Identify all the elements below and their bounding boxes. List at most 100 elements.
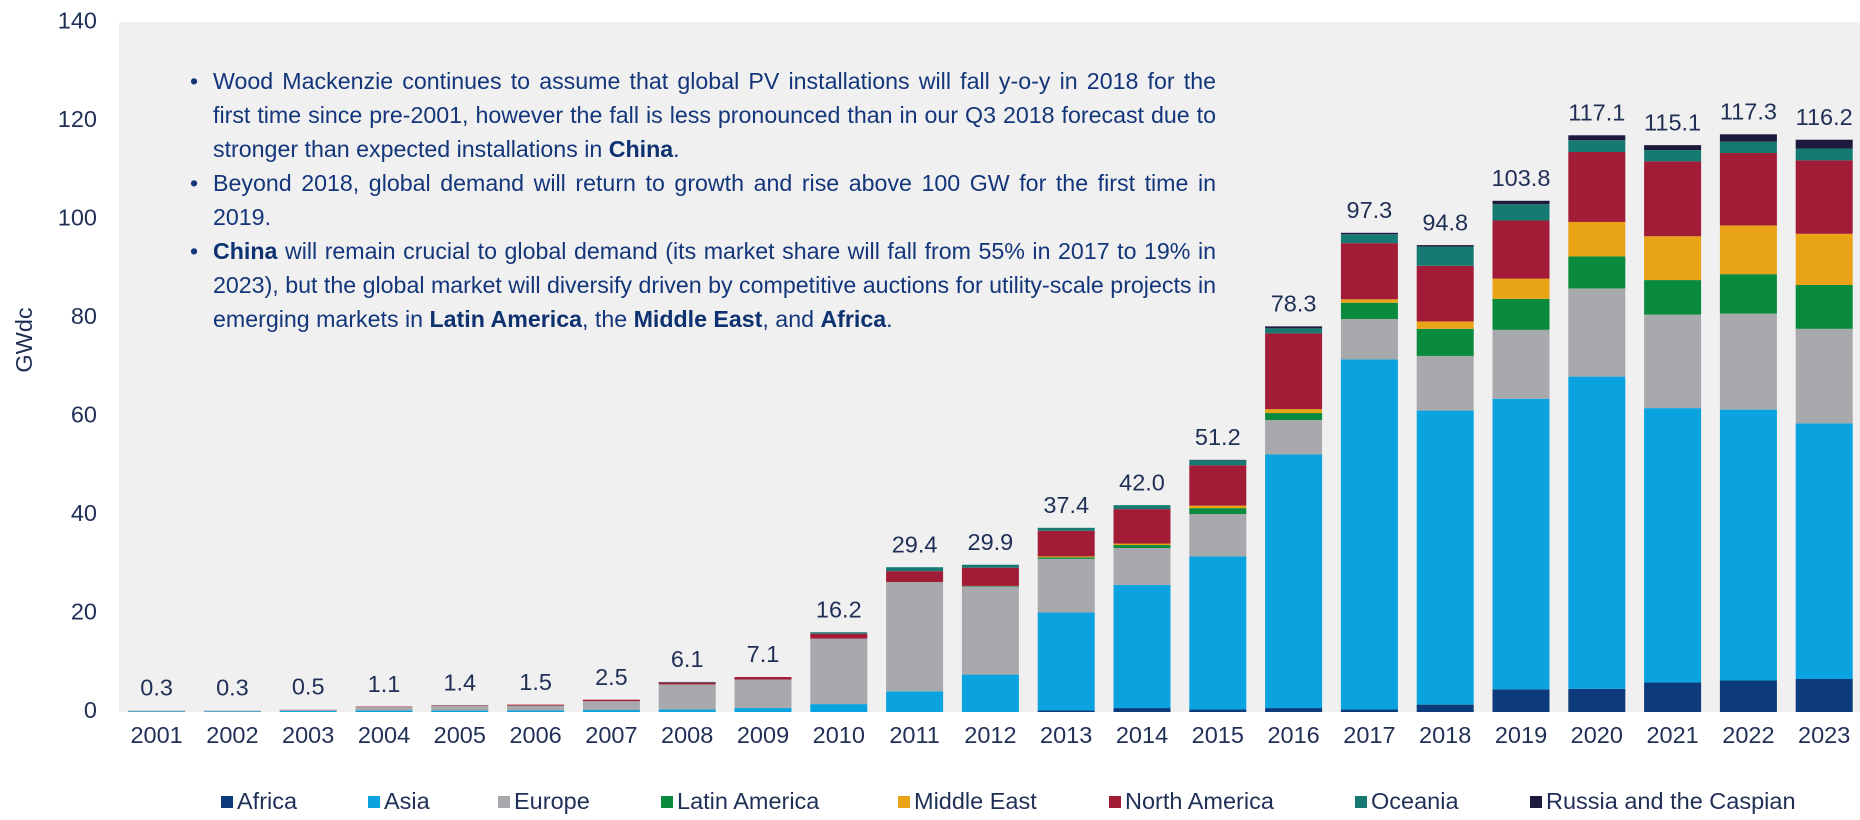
bar-segment (1113, 584, 1171, 709)
bar-segment (1644, 314, 1702, 409)
bar-segment (279, 711, 337, 712)
bar-segment (1644, 682, 1702, 712)
annotation-text: China (213, 238, 278, 264)
y-tick-label: 120 (58, 106, 97, 132)
bar-segment (1265, 708, 1323, 712)
bar-segment (1492, 689, 1550, 712)
bar-segment (658, 684, 716, 710)
bar-segment (961, 564, 1019, 568)
bar-segment (886, 691, 944, 712)
annotations: Wood Mackenzie continues to assume that … (190, 64, 1216, 336)
total-label: 42.0 (1119, 469, 1165, 495)
y-tick-label: 100 (58, 205, 97, 231)
bar-segment (1037, 710, 1095, 712)
total-label: 117.3 (1720, 99, 1777, 125)
bar-segment (1416, 246, 1474, 266)
bar-segment (1189, 709, 1247, 712)
legend-label: North America (1125, 788, 1275, 814)
bar-segment (886, 567, 944, 572)
bar-segment (1265, 409, 1323, 414)
bar-segment (810, 633, 868, 639)
bar-segment (1416, 321, 1474, 329)
x-tick-label: 2021 (1646, 722, 1698, 748)
bar-segment (1719, 313, 1777, 410)
x-tick-label: 2003 (282, 722, 334, 748)
bar-segment (1037, 530, 1095, 557)
bar-segment (1416, 245, 1474, 247)
bar-segment (1189, 505, 1247, 509)
bar-segment (1189, 508, 1247, 515)
bar-segment (1189, 556, 1247, 710)
bar-segment (1189, 460, 1247, 466)
bar-segment (1644, 161, 1702, 237)
annotation-text: will remain crucial to global demand (it… (213, 238, 1216, 332)
annotation-bullet: Wood Mackenzie continues to assume that … (190, 64, 1216, 166)
legend-label: Middle East (914, 788, 1037, 814)
y-tick-label: 140 (58, 8, 97, 34)
legend-swatch (898, 796, 910, 808)
bar-segment (961, 586, 1019, 675)
total-label: 37.4 (1043, 492, 1089, 518)
bar-segment (1037, 558, 1095, 613)
bar-segment (1265, 328, 1323, 334)
total-label: 1.4 (443, 669, 476, 695)
bar-segment (431, 705, 489, 711)
annotation-text: , and (762, 306, 821, 332)
total-label: 1.5 (519, 669, 552, 695)
bar-segment (1795, 679, 1853, 712)
bar-segment (1340, 243, 1398, 300)
total-label: 29.9 (968, 529, 1014, 555)
legend-label: Russia and the Caspian (1546, 788, 1796, 814)
bar-segment (1568, 221, 1626, 257)
bar-segment (1492, 298, 1550, 330)
bar-segment (1719, 153, 1777, 226)
annotation-text: Middle East (633, 306, 763, 332)
bar-segment (1340, 234, 1398, 244)
bar-segment (1113, 547, 1171, 585)
bar-segment (1795, 285, 1853, 329)
bar-segment (1113, 509, 1171, 544)
total-label: 6.1 (671, 646, 704, 672)
bar-segment (1568, 688, 1626, 712)
bar-segment (1113, 545, 1171, 548)
legend-swatch (498, 796, 510, 808)
bar-segment (355, 707, 413, 711)
bar-segment (1492, 200, 1550, 205)
bar-segment (886, 581, 944, 692)
bar-segment (1492, 220, 1550, 279)
bar-segment (1037, 556, 1095, 558)
bar-segment (1189, 465, 1247, 506)
legend-label: Latin America (677, 788, 820, 814)
x-tick-label: 2018 (1419, 722, 1471, 748)
x-tick-label: 2017 (1343, 722, 1395, 748)
bar-segment (1416, 265, 1474, 322)
x-tick-label: 2020 (1571, 722, 1623, 748)
total-label: 97.3 (1347, 197, 1393, 223)
x-tick-label: 2009 (737, 722, 789, 748)
bar-segment (1568, 135, 1626, 141)
y-tick-label: 20 (71, 599, 97, 625)
x-tick-label: 2022 (1722, 722, 1774, 748)
bar-segment (1492, 204, 1550, 221)
annotation-bullet: Beyond 2018, global demand will return t… (190, 166, 1216, 234)
total-label: 103.8 (1492, 165, 1551, 191)
bar-segment (1037, 527, 1095, 531)
bar-segment (1568, 288, 1626, 377)
bar-segment (582, 710, 640, 712)
legend-swatch (1109, 796, 1121, 808)
bar-segment (507, 710, 565, 712)
bar-segment (1340, 318, 1398, 360)
annotation-text: Wood Mackenzie continues to assume that … (213, 68, 1216, 162)
bar-segment (1340, 709, 1398, 712)
bar-segment (734, 679, 792, 709)
bar-segment (1265, 454, 1323, 709)
total-label: 29.4 (892, 531, 938, 557)
total-label: 16.2 (816, 596, 862, 622)
x-tick-label: 2012 (964, 722, 1016, 748)
x-tick-label: 2004 (358, 722, 410, 748)
legend-swatch (661, 796, 673, 808)
bar-segment (1795, 160, 1853, 234)
legend-label: Asia (384, 788, 431, 814)
bar-segment (1568, 256, 1626, 289)
bar-segment (1416, 328, 1474, 356)
